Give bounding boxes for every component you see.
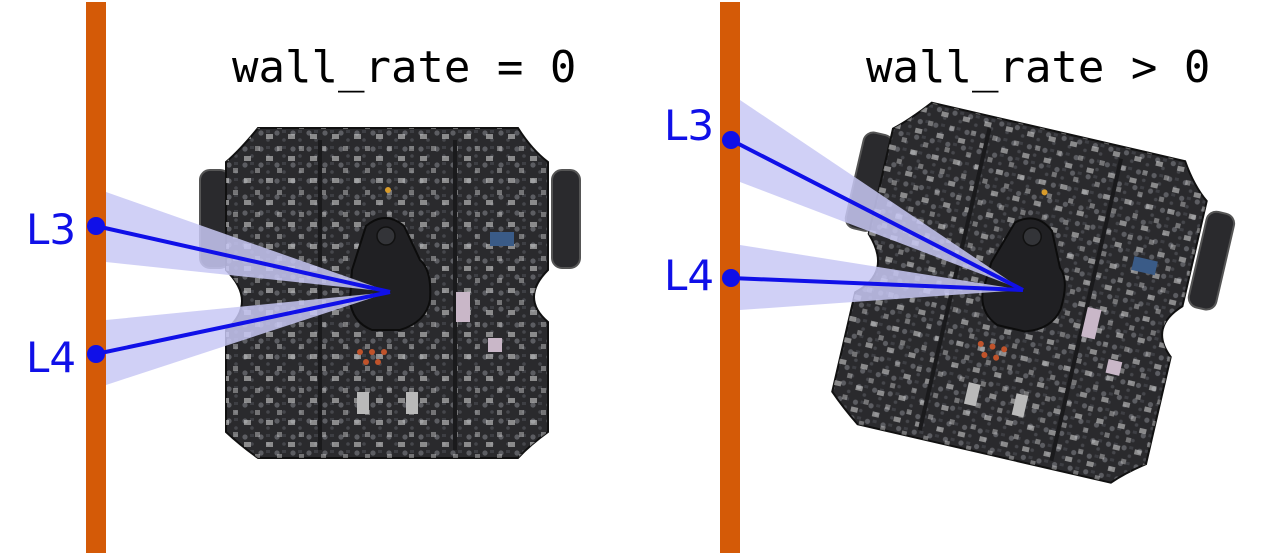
- beam-fan-l4: [106, 292, 390, 385]
- panel-caption: wall_rate = 0: [232, 42, 576, 93]
- panel-left: wall_rate = 0: [26, 2, 581, 553]
- lidar-unit: [348, 217, 432, 331]
- panel-caption: wall_rate > 0: [866, 42, 1210, 93]
- sensor-point-l3: [87, 217, 105, 235]
- sensor-beam-l4: [95, 290, 391, 356]
- robot-wheel-right: [551, 169, 581, 269]
- sensor-label-l4: L4: [664, 251, 714, 300]
- sensor-point-l4: [87, 345, 105, 363]
- sensor-label-l4: L4: [26, 333, 76, 382]
- sensor-label-l3: L3: [26, 205, 76, 254]
- beam-fan-l3: [106, 192, 390, 292]
- lidar-unit: [981, 217, 1066, 333]
- sensor-label-l3: L3: [664, 101, 714, 150]
- beam-fan-l3: [740, 100, 1023, 290]
- sensor-point-l3: [722, 131, 740, 149]
- beam-fan-l4: [740, 245, 1023, 310]
- panel-right: wall_rate > 0: [664, 2, 1236, 553]
- robot-wheel-right: [1187, 210, 1236, 311]
- sensor-point-l4: [722, 269, 740, 287]
- sensor-beam-l3: [95, 224, 391, 294]
- sensor-beam-l3: [730, 138, 1024, 292]
- sensor-beam-l4: [730, 276, 1024, 292]
- wall: [86, 2, 106, 553]
